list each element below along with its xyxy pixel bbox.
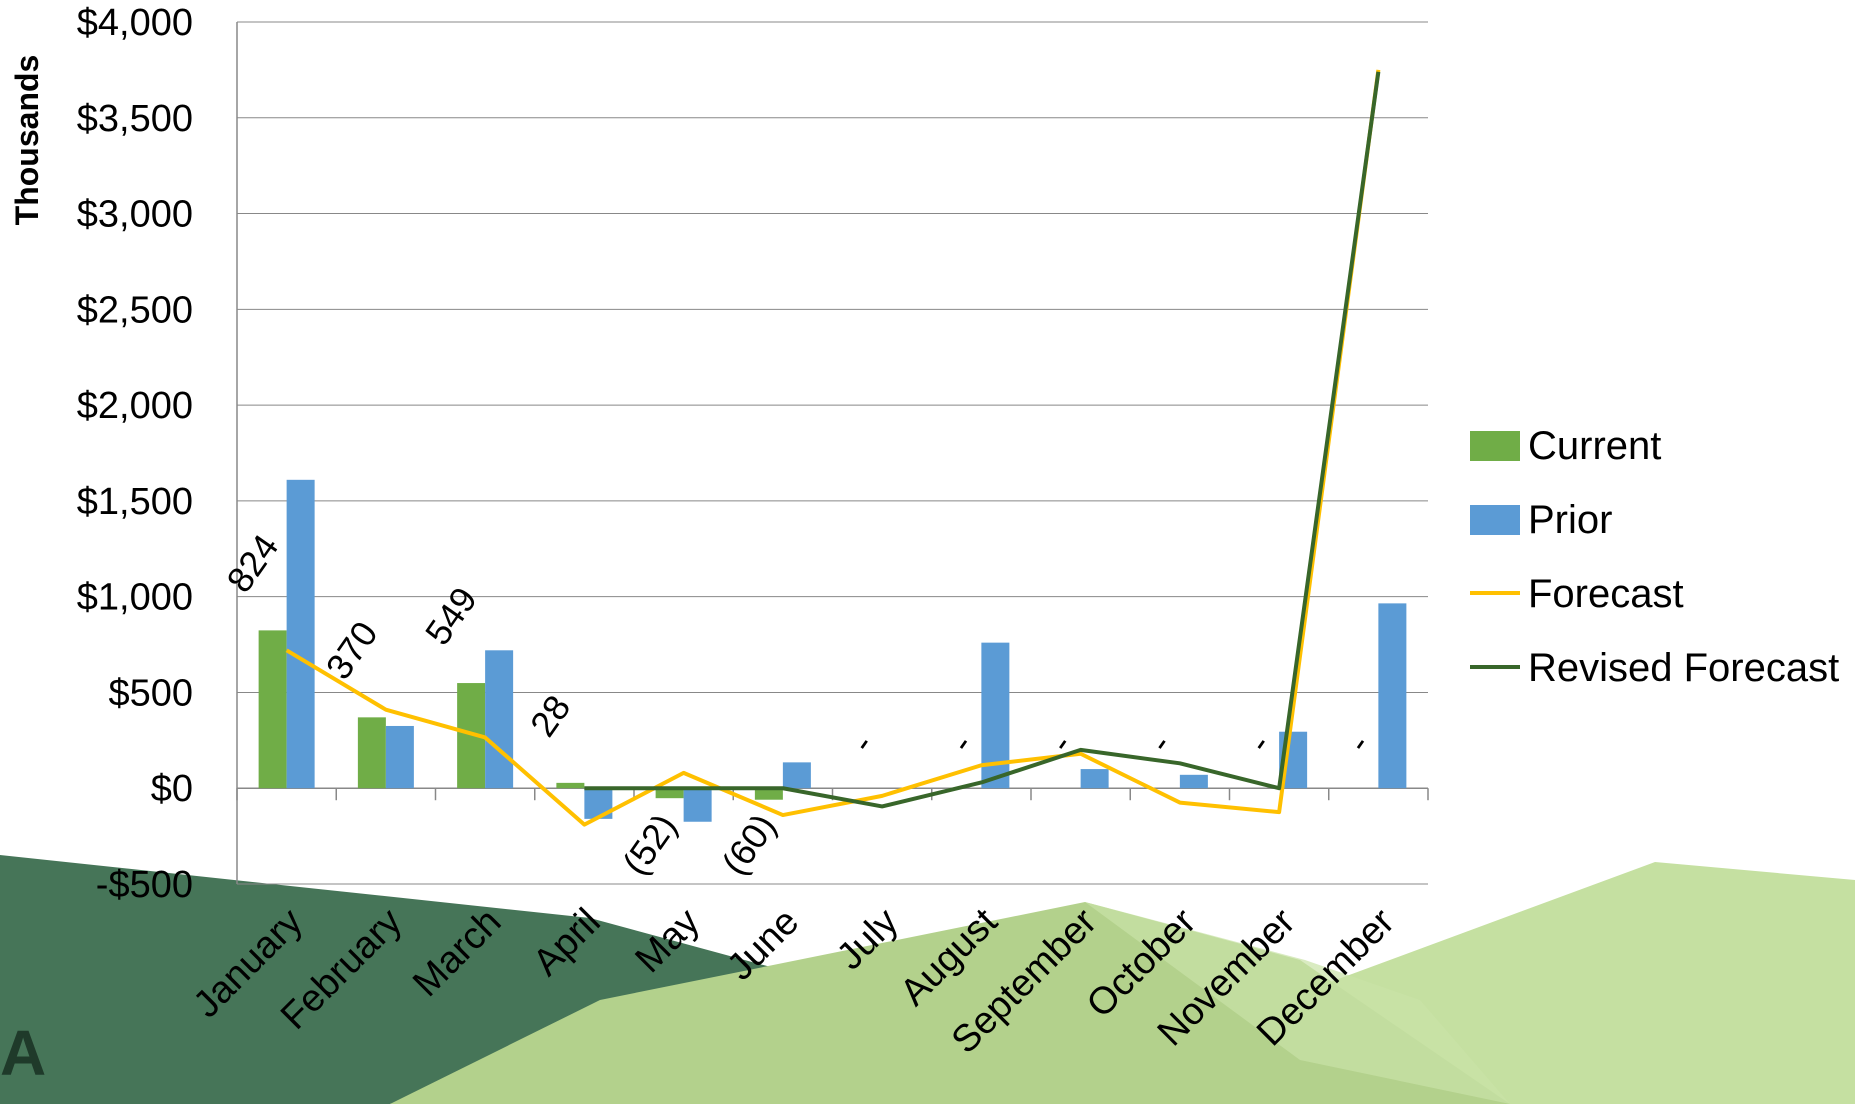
y-tick-label: $2,000 bbox=[77, 385, 193, 427]
bar-prior bbox=[782, 762, 811, 789]
data-label: (60) bbox=[713, 806, 783, 882]
data-label: (52) bbox=[614, 806, 684, 882]
legend-label: Forecast bbox=[1528, 572, 1684, 616]
logo-mark: A bbox=[0, 1017, 46, 1089]
bar-prior bbox=[1378, 603, 1407, 789]
data-label: - bbox=[1139, 726, 1179, 759]
data-label: - bbox=[1338, 726, 1378, 759]
legend-label: Current bbox=[1528, 424, 1661, 468]
y-tick-label: $500 bbox=[108, 672, 193, 714]
dark-green-shape bbox=[0, 855, 800, 1104]
bar-current bbox=[754, 788, 783, 800]
bar-prior bbox=[485, 650, 514, 789]
bar-current bbox=[556, 782, 585, 789]
data-label: - bbox=[1239, 726, 1279, 759]
bar-prior bbox=[1080, 769, 1109, 789]
legend-label: Prior bbox=[1528, 498, 1612, 542]
y-tick-label: $0 bbox=[151, 768, 193, 810]
background-decoration: A bbox=[0, 855, 1855, 1104]
data-label: 824 bbox=[218, 527, 286, 600]
bar-prior bbox=[683, 788, 712, 822]
data-label: 28 bbox=[522, 688, 579, 744]
y-tick-label: $1,000 bbox=[77, 577, 193, 619]
data-label: 549 bbox=[417, 580, 485, 653]
bar-current bbox=[258, 630, 287, 789]
y-tick-label: $1,500 bbox=[77, 481, 193, 523]
bar-prior bbox=[1179, 774, 1208, 789]
y-tick-label: $2,500 bbox=[77, 289, 193, 331]
data-label: - bbox=[842, 726, 882, 759]
legend-swatch bbox=[1470, 431, 1520, 461]
line-revised-forecast bbox=[584, 71, 1381, 809]
y-tick-label: $3,000 bbox=[77, 194, 193, 236]
y-tick-label: -$500 bbox=[96, 864, 193, 906]
legend-label: Revised Forecast bbox=[1528, 646, 1839, 690]
y-axis-title: Thousands bbox=[9, 55, 45, 226]
y-tick-label: $4,000 bbox=[77, 2, 193, 44]
bar-prior bbox=[286, 479, 315, 789]
bar-prior bbox=[385, 725, 414, 789]
light-green-shape-center bbox=[1085, 902, 1510, 1104]
bar-current bbox=[655, 788, 684, 799]
line-forecast bbox=[285, 69, 1381, 827]
y-tick-label: $3,500 bbox=[77, 98, 193, 140]
legend-swatch bbox=[1470, 505, 1520, 535]
data-label: - bbox=[941, 726, 981, 759]
bar-current bbox=[357, 717, 386, 789]
